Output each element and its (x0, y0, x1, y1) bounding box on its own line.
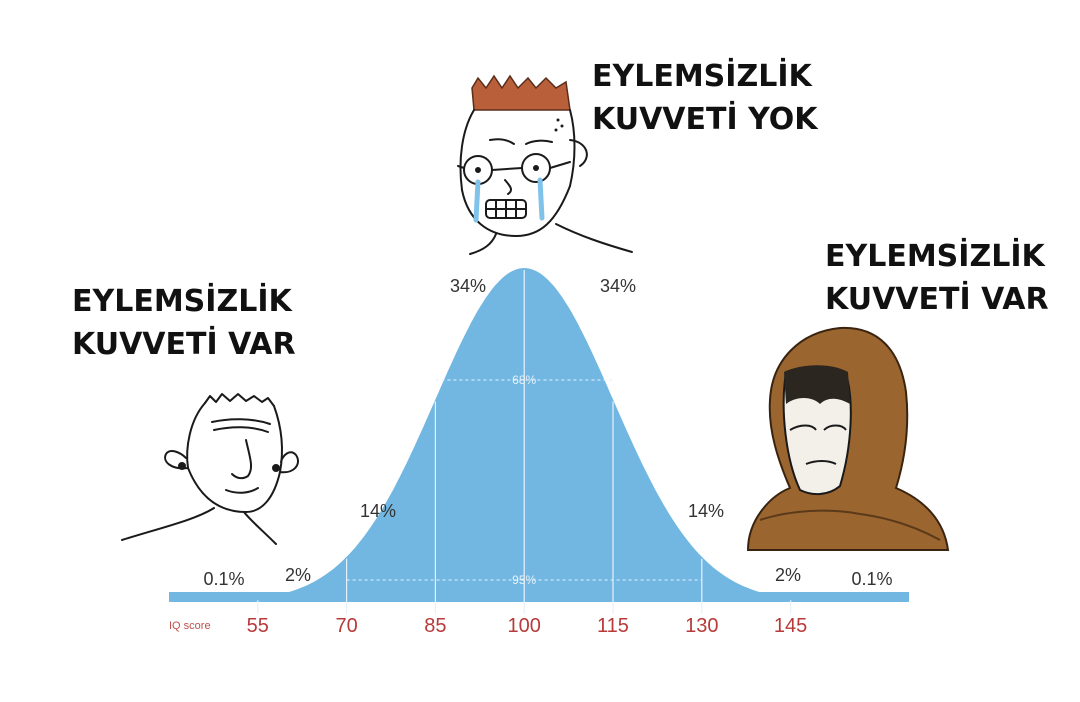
x-tick-label: 145 (774, 615, 807, 637)
region-percent-label: 0.1% (203, 569, 244, 589)
caption-middle-line1: EYLEMSİZLİK (592, 59, 812, 94)
region-percent-label: 34% (600, 276, 636, 296)
iq-bell-curve-chart: 68% 95% 0.1% 2% 14% 34% 34% 14% 2% 0.1% 55 70 85 100 1… (169, 268, 909, 637)
bracket-label: 95% (512, 573, 536, 587)
caption-middle: EYLEMSİZLİK KUVVETİ YOK (592, 55, 817, 141)
bracket-label: 68% (512, 373, 536, 387)
x-tick-label: 70 (335, 615, 357, 637)
x-tick-label: 130 (685, 615, 718, 637)
region-percent-label: 14% (360, 501, 396, 521)
region-percent-label: 2% (285, 565, 311, 585)
x-tick-label: 100 (508, 615, 541, 637)
bell-curve-area (169, 268, 909, 602)
region-percent-label: 34% (450, 276, 486, 296)
caption-middle-line2: KUVVETİ YOK (592, 102, 818, 137)
caption-right-line1: EYLEMSİZLİK (825, 239, 1045, 274)
caption-left-line2: KUVVETİ VAR (72, 327, 296, 362)
caption-right: EYLEMSİZLİK KUVVETİ VAR (825, 235, 1049, 321)
x-tick-label: 85 (424, 615, 446, 637)
caption-right-line2: KUVVETİ VAR (825, 282, 1049, 317)
region-percent-label: 14% (688, 501, 724, 521)
region-percent-label: 0.1% (851, 569, 892, 589)
nerd-crying-wojak-icon (457, 74, 633, 255)
x-tick-label: 115 (597, 615, 629, 637)
x-axis-label: IQ score (169, 620, 211, 632)
caption-left-line1: EYLEMSİZLİK (72, 284, 292, 319)
x-tick-label: 55 (247, 615, 269, 637)
region-percent-label: 2% (775, 565, 801, 585)
caption-left: EYLEMSİZLİK KUVVETİ VAR (72, 280, 296, 366)
hooded-wojak-icon (746, 326, 950, 551)
baseline-band (169, 592, 909, 602)
wojak-face-icon (121, 393, 299, 545)
